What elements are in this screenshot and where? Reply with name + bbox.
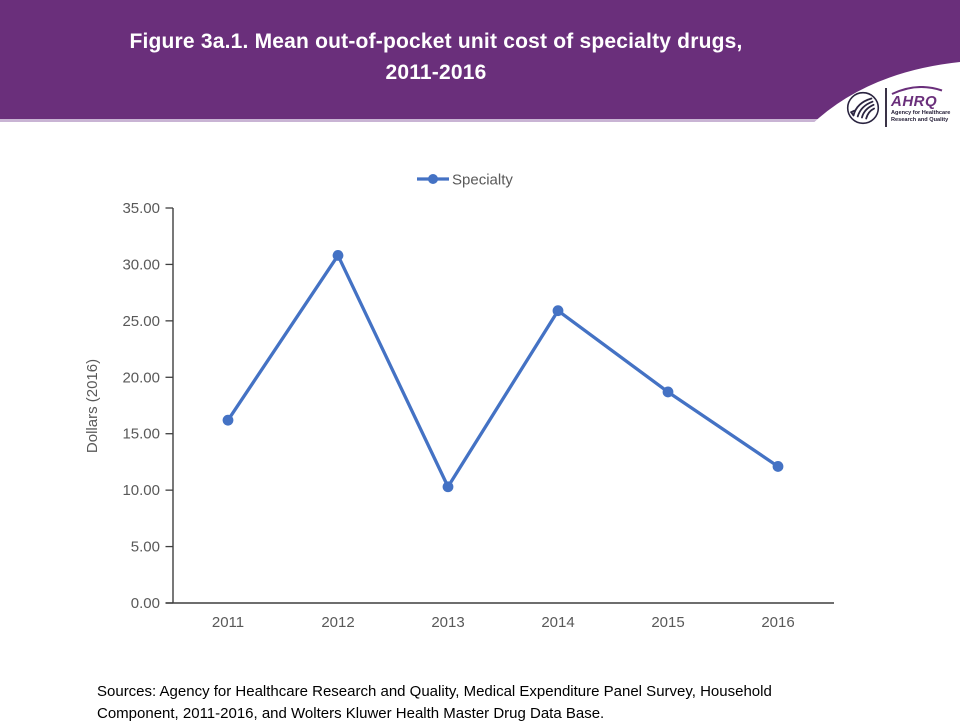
y-axis-title: Dollars (2016) xyxy=(84,359,101,453)
y-tick-label: 15.00 xyxy=(122,426,160,443)
figure-title-line2: 2011-2016 xyxy=(385,61,487,84)
ahrq-wordmark: AHRQ xyxy=(890,93,937,110)
figure-title-line1: Figure 3a.1. Mean out-of-pocket unit cos… xyxy=(129,30,743,53)
sources-note: Sources: Agency for Healthcare Research … xyxy=(97,683,772,722)
x-axis-label: 2012 xyxy=(321,614,354,631)
hhs-eagle-icon xyxy=(846,91,880,125)
data-point-2015 xyxy=(662,386,674,398)
logo-separator xyxy=(885,88,887,127)
figure-title: Figure 3a.1. Mean out-of-pocket unit cos… xyxy=(0,26,872,88)
ahrq-tagline-line2: Research and Quality xyxy=(891,117,949,123)
ahrq-tagline-line1: Agency for Healthcare xyxy=(891,110,950,116)
y-tick-label: 0.00 xyxy=(131,595,160,612)
x-axis-label: 2013 xyxy=(431,614,464,631)
ahrq-swoosh xyxy=(891,86,943,95)
x-axis-label: 2016 xyxy=(761,614,794,631)
x-axis-label: 2014 xyxy=(541,614,574,631)
y-tick-label: 10.00 xyxy=(122,482,160,499)
legend-marker xyxy=(428,174,438,184)
legend-label: Specialty xyxy=(452,172,513,189)
y-tick-label: 20.00 xyxy=(122,369,160,386)
data-point-2013 xyxy=(442,481,454,493)
y-tick-label: 25.00 xyxy=(122,313,160,330)
data-point-2016 xyxy=(772,461,784,472)
y-tick-label: 30.00 xyxy=(122,256,160,273)
line-chart: 0.00 5.00 10.00 15.00 20.00 25.00 30.00 35.00 20… xyxy=(84,172,834,631)
x-axis-label: 2011 xyxy=(212,614,244,631)
data-point-2011 xyxy=(222,414,234,426)
y-tick-label: 5.00 xyxy=(131,539,160,556)
y-tick-label: 35.00 xyxy=(122,200,160,217)
data-point-2012 xyxy=(332,250,344,261)
figure-banner: Figure 3a.1. Mean out-of-pocket unit cos… xyxy=(0,0,960,122)
ahrq-logo: AHRQ Agency for Healthcare Research and … xyxy=(890,86,950,123)
series-line-specialty xyxy=(226,253,779,489)
x-axis-label: 2015 xyxy=(651,614,684,631)
data-point-2014 xyxy=(552,305,564,317)
